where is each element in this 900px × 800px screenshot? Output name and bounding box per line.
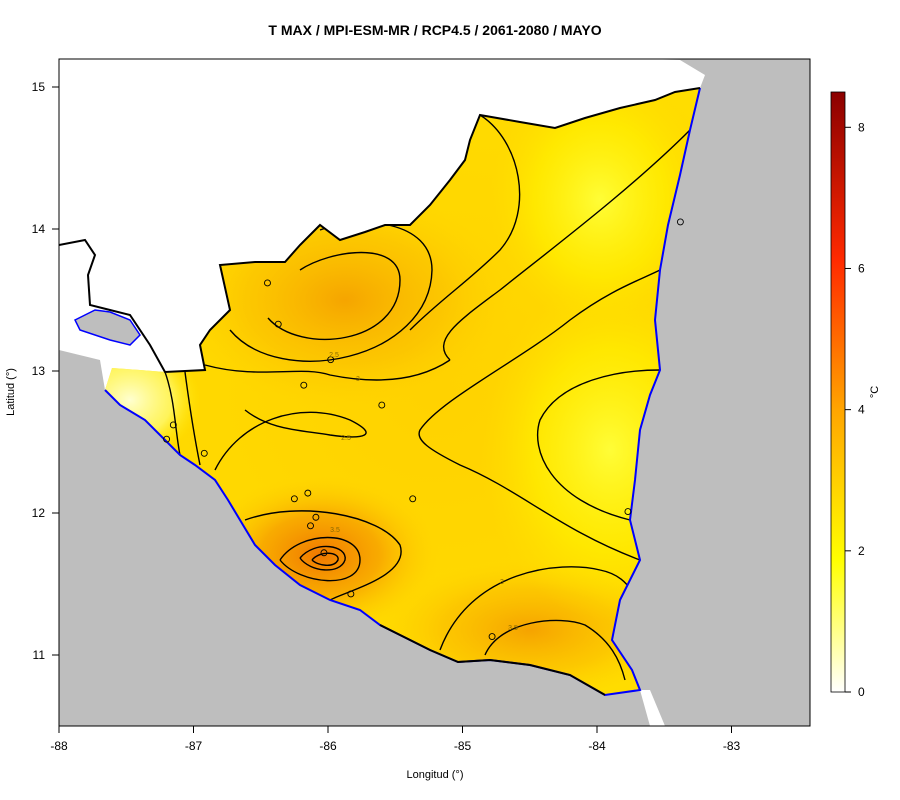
gulf-of-fonseca [73,309,141,346]
y-tick-label: 13 [32,364,46,378]
colorbar-tick-label: 2 [858,544,865,558]
y-tick-label: 14 [32,222,46,236]
station-marker [300,381,308,389]
station-markers [163,218,684,640]
station-marker [327,356,335,364]
station-marker [409,495,417,503]
x-tick-label: -83 [723,739,741,753]
x-tick-label: -84 [588,739,606,753]
station-marker [307,522,314,530]
colorbar-tick-label: 4 [858,403,865,417]
contour-label: 2.5 [341,435,351,442]
contour-labels: 2.5 3 2.5 3.5 3 3.5 [329,352,518,632]
colorbar-label: °C [869,386,881,398]
station-marker [163,435,171,443]
y-axis-label: Latitud (°) [5,368,17,416]
x-tick-label: -87 [185,739,203,753]
border-costa-rica [379,624,606,696]
plot-frame [58,58,811,727]
colorbar: 0 2 4 6 8 °C [830,91,881,699]
x-tick-label: -86 [319,739,337,753]
x-axis: -88 -87 -86 -85 -84 -83 [50,726,740,753]
x-tick-label: -85 [454,739,472,753]
y-tick-label: 15 [32,80,46,94]
station-marker [320,549,328,557]
station-marker [169,421,177,429]
y-tick-label: 12 [32,506,46,520]
station-marker [290,495,298,503]
contour-label: 3.5 [508,625,518,632]
colorbar-ramp [830,91,846,693]
sea-pacific [59,350,650,726]
station-marker [378,401,386,409]
station-marker [488,633,496,640]
x-axis-label: Longitud (°) [407,769,464,781]
x-tick-label: -88 [50,739,68,753]
station-marker [676,218,684,226]
colorbar-tick-label: 6 [858,261,865,275]
y-tick-label: 11 [33,648,46,662]
contour-label: 2.5 [329,352,339,359]
colorbar-tick-label: 0 [858,685,865,699]
contour-label: 3 [356,376,360,383]
station-marker [304,489,312,497]
y-axis: 15 14 13 12 11 [32,80,59,662]
border-honduras [59,87,701,374]
contour-label: 3 [500,579,504,586]
contour-label: 3.5 [330,527,340,534]
chart-title: T MAX / MPI-ESM-MR / RCP4.5 / 2061-2080 … [268,22,601,38]
station-marker [624,508,632,516]
colorbar-tick-label: 8 [858,120,865,134]
sea-caribbean [612,59,810,726]
station-marker [347,590,355,598]
contour-lines [164,114,691,681]
station-marker [274,320,282,328]
station-marker [264,279,271,287]
station-marker [312,513,320,521]
station-marker [200,449,208,457]
